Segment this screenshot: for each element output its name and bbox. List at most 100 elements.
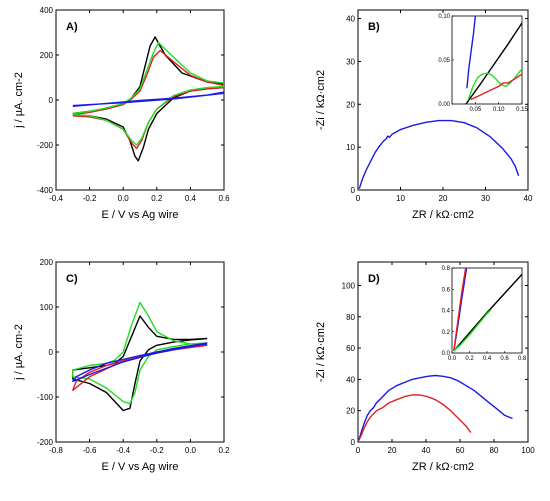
inset-y-tick-label: 0.2 bbox=[442, 330, 451, 336]
y-tick-label: 40 bbox=[346, 15, 355, 24]
y-tick-label: -400 bbox=[37, 186, 54, 195]
y-tick-label: 0 bbox=[49, 348, 54, 357]
inset-series-black bbox=[453, 273, 522, 352]
y-tick-label: 200 bbox=[40, 51, 54, 60]
inset-x-tick-label: 0.05 bbox=[469, 107, 481, 113]
inset-x-tick-label: 0.8 bbox=[518, 356, 527, 362]
inset-plot-area bbox=[465, 16, 522, 104]
y-tick-label: 0 bbox=[351, 186, 356, 195]
inset-series-green bbox=[453, 308, 492, 352]
y-tick-label: 80 bbox=[346, 313, 355, 322]
inset-x-tick-label: 0.2 bbox=[465, 356, 474, 362]
inset-frame bbox=[451, 15, 523, 105]
plot-area bbox=[72, 36, 224, 162]
inset-y-tick-label: 0.8 bbox=[442, 266, 451, 272]
inset-series-red bbox=[470, 73, 522, 101]
inset-y-tick-label: 0.05 bbox=[438, 58, 450, 64]
plot-area bbox=[358, 374, 513, 441]
y-tick-label: -100 bbox=[37, 393, 54, 402]
inset-x-tick-label: 0.10 bbox=[493, 107, 505, 113]
main-series-blue bbox=[72, 91, 224, 107]
main-series-red bbox=[358, 394, 472, 441]
inset-y-tick-label: 0.00 bbox=[438, 102, 450, 108]
x-tick-label: 20 bbox=[439, 194, 448, 203]
y-tick-label: 200 bbox=[40, 258, 54, 267]
x-tick-label: -0.8 bbox=[49, 446, 63, 455]
plot-frame bbox=[357, 261, 529, 443]
y-tick-label: 30 bbox=[346, 57, 355, 66]
x-tick-label: -0.4 bbox=[49, 194, 63, 203]
x-tick-label: -0.6 bbox=[83, 446, 97, 455]
inset-x-tick-label: 0.6 bbox=[500, 356, 509, 362]
panel-d: 0 20 40 60 80 100 0 20 40 60 80 100 ZR / kΩ·cm2 -Zi /… bbox=[315, 261, 535, 473]
plot-area bbox=[72, 301, 208, 412]
main-series-black bbox=[72, 36, 224, 162]
x-axis-label: ZR / kΩ·cm2 bbox=[412, 461, 474, 473]
x-tick-label: 0.4 bbox=[185, 194, 197, 203]
x-tick-label: 0.0 bbox=[118, 194, 130, 203]
x-tick-label: -0.2 bbox=[150, 446, 164, 455]
x-axis-label: ZR / kΩ·cm2 bbox=[412, 209, 474, 221]
x-tick-label: 10 bbox=[396, 194, 405, 203]
inset-series-blue bbox=[466, 16, 476, 89]
y-tick-label: 0 bbox=[351, 438, 356, 447]
inset-y-tick-label: 0.4 bbox=[442, 309, 451, 315]
inset-series-black bbox=[465, 22, 522, 104]
x-tick-label: 60 bbox=[456, 446, 465, 455]
inset-y-tick-label: 0.0 bbox=[442, 351, 451, 357]
inset-series-green bbox=[467, 68, 522, 100]
main-series-red bbox=[72, 49, 224, 150]
panel-b: 0 10 20 30 40 0 10 20 30 40 ZR / kΩ·cm2 -Zi / kΩ·cm… bbox=[315, 9, 533, 221]
y-tick-label: 60 bbox=[346, 344, 355, 353]
y-tick-label: 0 bbox=[49, 96, 54, 105]
x-tick-label: 40 bbox=[422, 446, 431, 455]
x-tick-label: 0.6 bbox=[218, 194, 230, 203]
plot-area bbox=[358, 119, 520, 190]
x-tick-label: 0 bbox=[356, 446, 361, 455]
x-tick-label: 80 bbox=[490, 446, 499, 455]
y-tick-label: 40 bbox=[346, 375, 355, 384]
y-tick-label: 20 bbox=[346, 100, 355, 109]
x-axis-label: E / V vs Ag wire bbox=[101, 209, 178, 221]
inset-series-red bbox=[453, 268, 467, 351]
inset-plot-area bbox=[453, 268, 522, 352]
main-series-blue bbox=[72, 342, 208, 382]
x-tick-label: 0.0 bbox=[185, 446, 197, 455]
y-axis-label: -Zi / kΩ·cm2 bbox=[315, 322, 327, 382]
panel-label: C) bbox=[66, 273, 78, 285]
inset-x-tick-label: 0.15 bbox=[516, 107, 528, 113]
main-series-blue bbox=[358, 119, 520, 189]
panel-c: -0.8 -0.6 -0.4 -0.2 0.0 0.2 -200 -100 0 100 200 E /… bbox=[13, 258, 230, 473]
inset: 0.05 0.10 0.15 0.00 0.05 0.10 bbox=[438, 14, 528, 113]
y-tick-label: 10 bbox=[346, 143, 355, 152]
main-series-blue bbox=[358, 374, 513, 441]
x-tick-label: 20 bbox=[388, 446, 397, 455]
plot-frame bbox=[55, 261, 225, 443]
main-series-green bbox=[72, 41, 224, 146]
panel-label: A) bbox=[66, 21, 78, 33]
x-tick-label: 0.2 bbox=[218, 446, 230, 455]
y-axis-label: -Zi / kΩ·cm2 bbox=[315, 70, 327, 130]
x-tick-label: 40 bbox=[524, 194, 533, 203]
inset-y-tick-label: 0.6 bbox=[442, 287, 451, 293]
y-axis-label: j / µA. cm-2 bbox=[13, 72, 25, 129]
x-tick-label: 0.2 bbox=[151, 194, 163, 203]
panel-label: D) bbox=[368, 273, 380, 285]
y-tick-label: 100 bbox=[40, 303, 54, 312]
y-tick-label: 100 bbox=[342, 281, 356, 290]
inset-x-tick-label: 0.4 bbox=[483, 356, 492, 362]
inset: 0.0 0.2 0.4 0.6 0.8 0.0 0.2 0.4 0.6 0.8 bbox=[442, 266, 527, 362]
x-tick-label: -0.2 bbox=[83, 194, 97, 203]
panel-a: -0.4 -0.2 0.0 0.2 0.4 0.6 -400 -200 0 200 400 E / V… bbox=[13, 6, 230, 221]
x-tick-label: 0 bbox=[356, 194, 361, 203]
inset-x-tick-label: 0.0 bbox=[448, 356, 457, 362]
x-tick-label: 30 bbox=[481, 194, 490, 203]
y-tick-label: -200 bbox=[37, 438, 54, 447]
x-axis-label: E / V vs Ag wire bbox=[101, 461, 178, 473]
panel-label: B) bbox=[368, 21, 380, 33]
x-tick-label: 100 bbox=[521, 446, 535, 455]
y-tick-label: -200 bbox=[37, 141, 54, 150]
y-tick-label: 20 bbox=[346, 407, 355, 416]
y-axis-label: j / µA. cm-2 bbox=[13, 324, 25, 381]
